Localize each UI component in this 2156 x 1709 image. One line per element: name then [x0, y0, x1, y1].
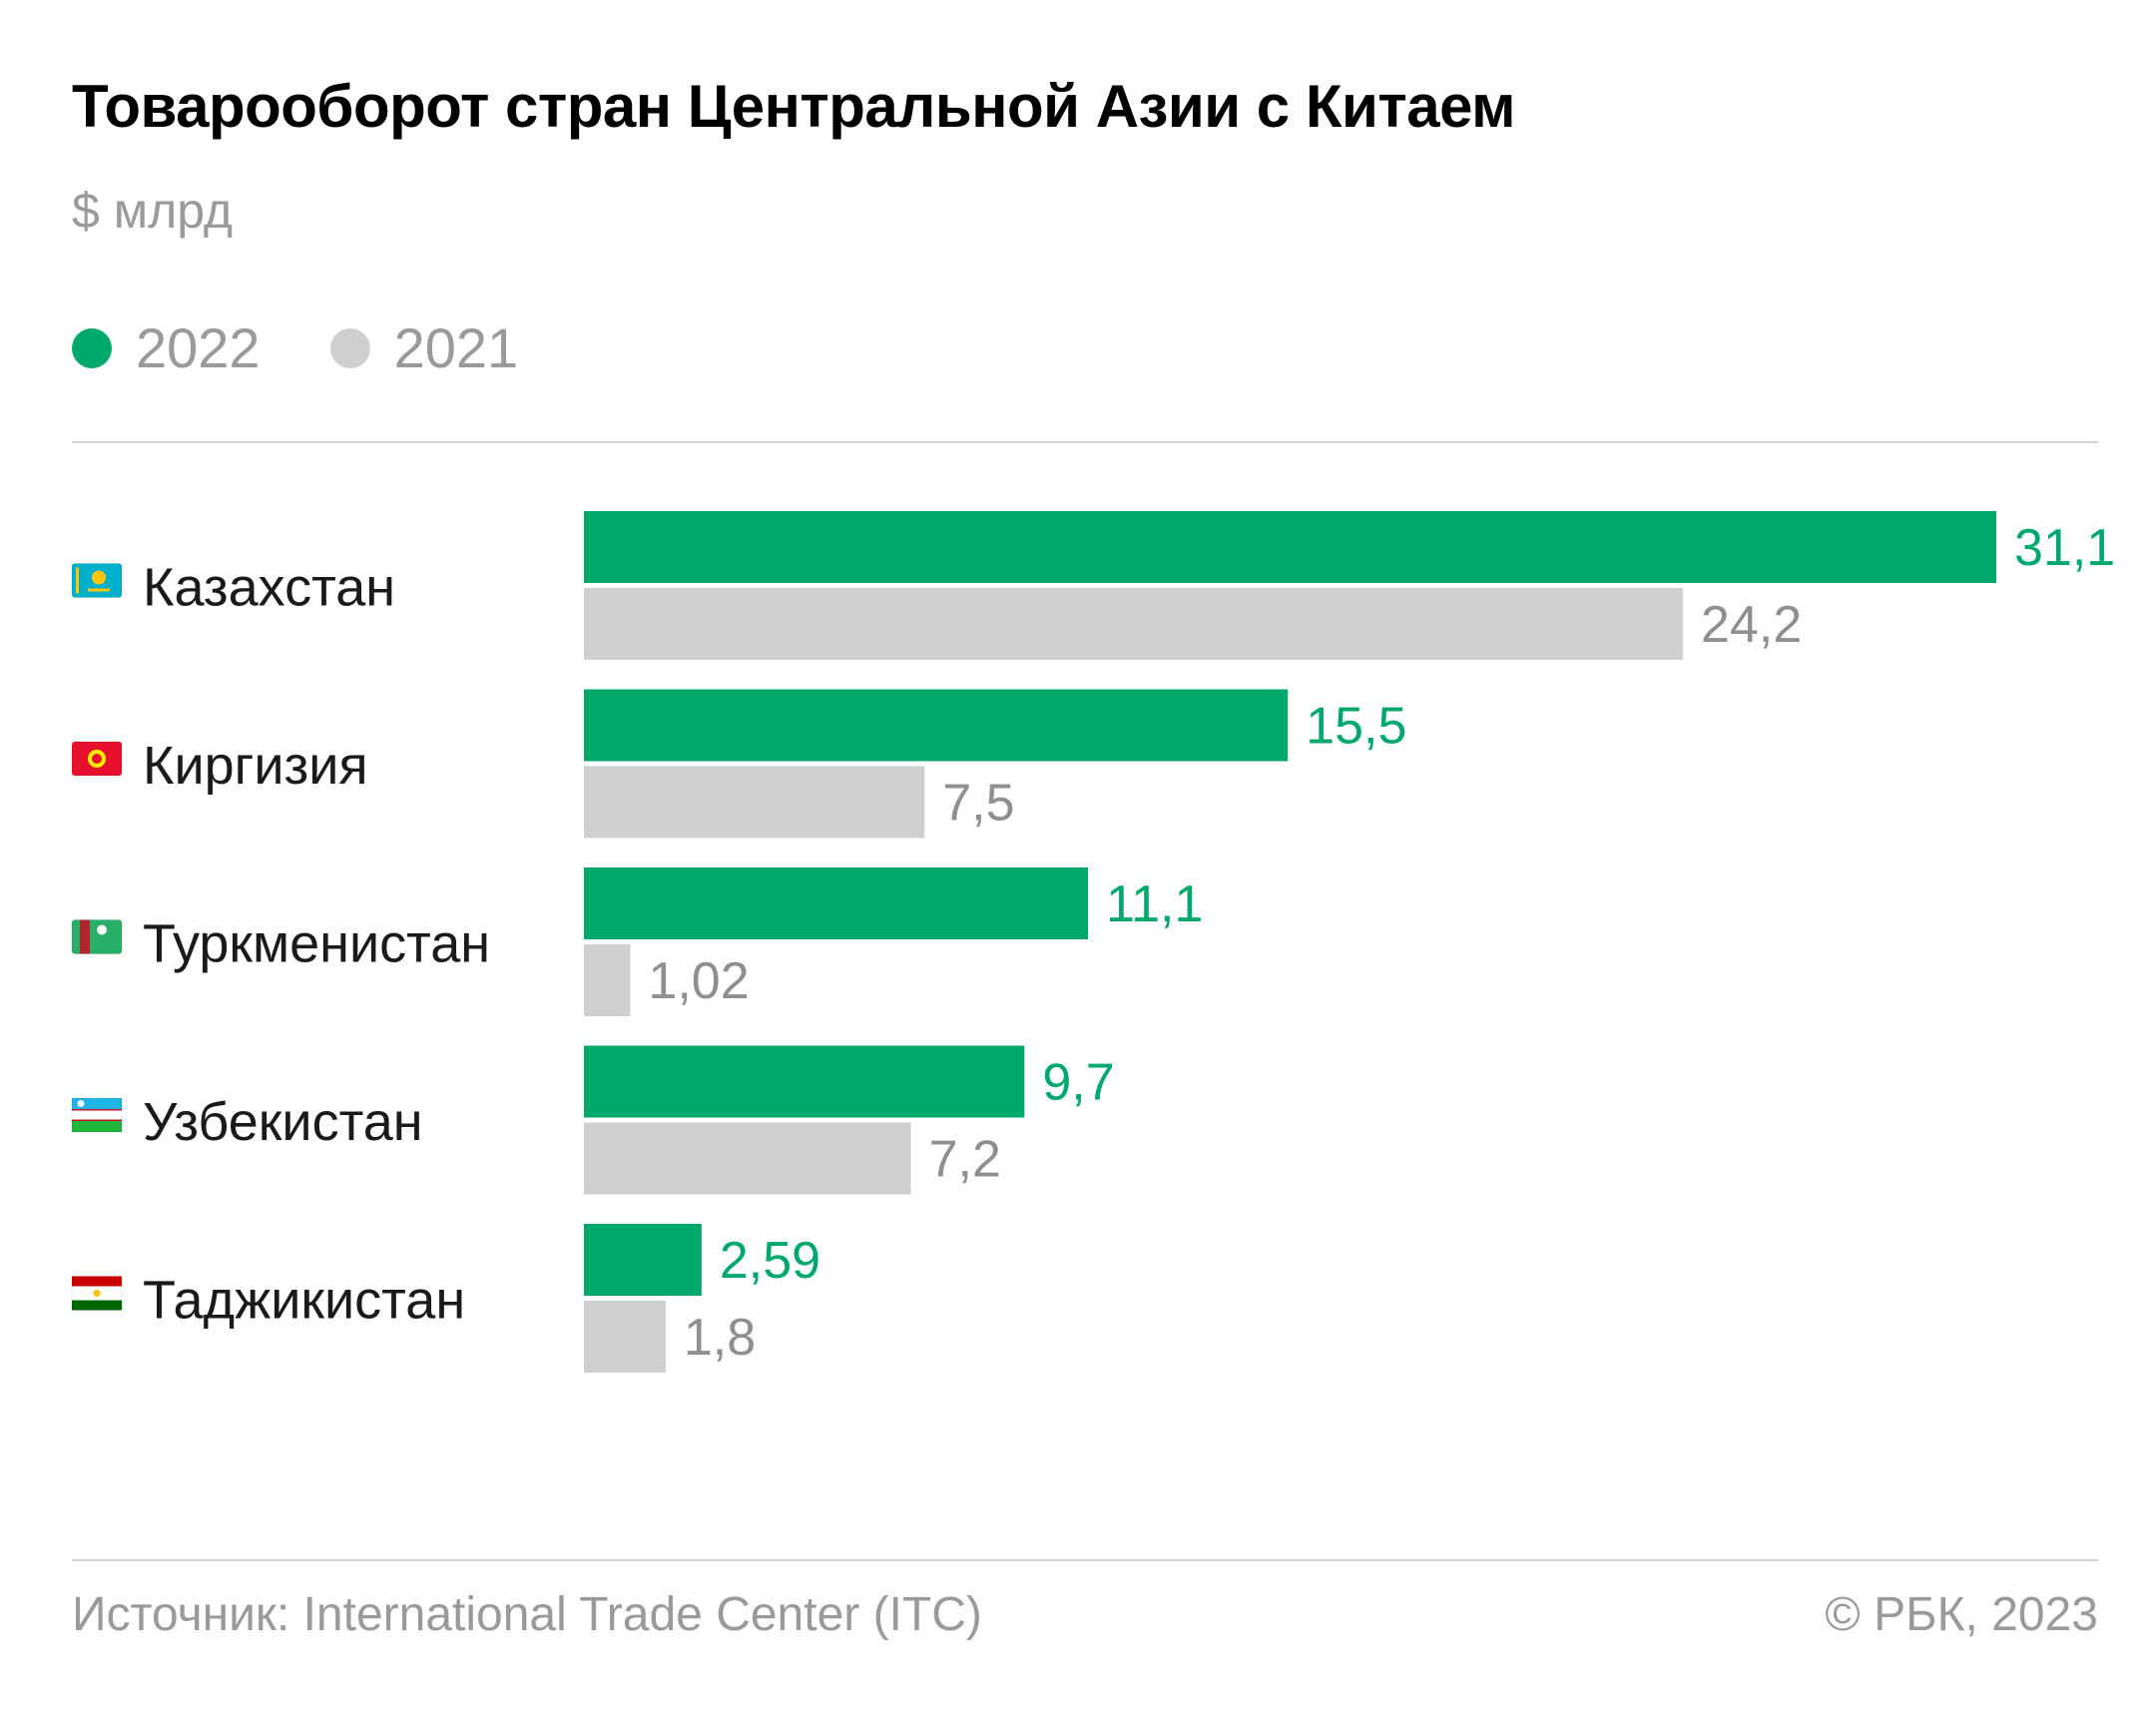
flag-uzbekistan-icon: [71, 1097, 123, 1133]
data-label-2021-category-1: 7,5: [942, 775, 1014, 833]
category-label: Казахстан: [143, 558, 395, 618]
legend-item-2021: 2021: [329, 315, 519, 380]
legend-dot-2021: [329, 327, 370, 368]
chart-title: Товарооборот стран Центральной Азии с Ки…: [72, 73, 1516, 140]
data-label-2021-category-3: 7,2: [929, 1131, 1001, 1189]
legend-dot-2022: [72, 327, 112, 368]
legend: 2022 2021: [72, 315, 588, 380]
bar-2021-category-1: [584, 766, 925, 839]
category-label: Туркменистан: [143, 914, 490, 974]
flag-tajikistan-icon: [71, 1276, 123, 1311]
category-label: Киргизия: [143, 736, 368, 796]
category-label: Таджикистан: [143, 1271, 465, 1331]
source-note: Источник: International Trade Center (IT…: [72, 1588, 982, 1641]
data-label-2022-category-4: 2,59: [720, 1232, 820, 1290]
legend-label-2022: 2022: [136, 316, 261, 379]
flag-kazakhstan-icon: [71, 563, 123, 598]
bar-2021-category-4: [584, 1301, 666, 1373]
flag-turkmenistan-icon: [71, 919, 123, 954]
bar-2022-category-3: [584, 1045, 1025, 1118]
data-label-2022-category-3: 9,7: [1042, 1054, 1114, 1112]
bar-2022-category-2: [584, 867, 1089, 939]
data-label-2021-category-0: 24,2: [1701, 596, 1802, 654]
data-label-2021-category-4: 1,8: [684, 1309, 756, 1367]
flag-kyrgyzstan-icon: [71, 741, 123, 777]
data-label-2022-category-1: 15,5: [1306, 698, 1406, 756]
data-label-2022-category-0: 31,1: [2014, 519, 2115, 577]
chart-subtitle: $ млрд: [72, 183, 234, 239]
legend-label-2021: 2021: [393, 316, 519, 379]
legend-item-2022: 2022: [72, 315, 261, 380]
copyright: © РБК, 2023: [1825, 1588, 2098, 1641]
data-label-2022-category-2: 11,1: [1106, 875, 1203, 933]
bar-2022-category-0: [584, 511, 1996, 583]
category-label: Узбекистан: [143, 1092, 423, 1152]
bar-2022-category-4: [584, 1224, 702, 1296]
bottom-divider: [72, 1559, 2098, 1561]
bar-2021-category-2: [584, 944, 631, 1016]
bar-2021-category-3: [584, 1122, 911, 1195]
bar-2021-category-0: [584, 588, 1684, 660]
data-label-2021-category-2: 1,02: [648, 952, 749, 1010]
bar-2022-category-1: [584, 689, 1289, 762]
top-divider: [72, 441, 2098, 443]
